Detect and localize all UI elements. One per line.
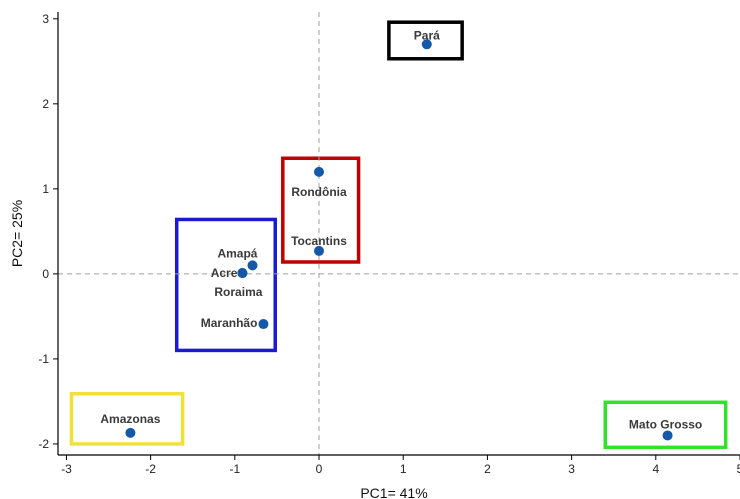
x-tick-label: 2 — [484, 462, 491, 476]
y-tick-label: 0 — [42, 267, 49, 281]
group-box — [603, 400, 728, 450]
x-tick-label: 1 — [400, 462, 407, 476]
group-box — [281, 156, 361, 264]
group-box — [387, 20, 464, 61]
data-point — [258, 319, 269, 330]
reference-lines — [58, 12, 740, 455]
point-label: Amazonas — [100, 412, 160, 426]
point-label: Mato Grosso — [629, 417, 702, 431]
data-point — [237, 268, 248, 279]
x-tick-label: 0 — [316, 462, 323, 476]
y-tick-label: -2 — [38, 437, 49, 451]
y-axis-title: PC2= 25% — [9, 200, 25, 267]
point-label: Pará — [414, 28, 440, 42]
y-tick-label: 2 — [42, 97, 49, 111]
y-tick-label: 1 — [42, 182, 49, 196]
group-box — [69, 392, 185, 446]
data-point — [421, 39, 432, 50]
data-point — [314, 245, 325, 256]
data-point — [125, 427, 136, 438]
point-label: Acre — [211, 266, 238, 280]
data-point — [247, 260, 258, 271]
data-point — [314, 166, 325, 177]
point-labels: Pará Rondônia Tocantins Amapá Acre Roraima Mar… — [100, 28, 702, 431]
x-axis-title: PC1= 41% — [360, 485, 427, 499]
y-tick-label: 3 — [42, 12, 49, 26]
point-label: Tocantins — [291, 234, 347, 248]
point-label: Maranhão — [201, 316, 258, 330]
point-label: Roraima — [214, 285, 262, 299]
x-tick-label: 3 — [568, 462, 575, 476]
y-tick-label: -1 — [38, 352, 49, 366]
x-tick-label: 4 — [652, 462, 659, 476]
x-tick-label: -1 — [229, 462, 240, 476]
x-tick-label: -2 — [145, 462, 156, 476]
x-tick-label: 5 — [737, 462, 740, 476]
x-tick-label: -3 — [61, 462, 72, 476]
axes: -3 -2 -1 0 1 2 3 4 5 -2 -1 0 1 2 3 — [38, 12, 740, 476]
group-box — [174, 217, 277, 353]
data-points — [125, 39, 673, 441]
data-point — [662, 430, 673, 441]
group-boxes — [69, 20, 728, 450]
point-label: Amapá — [217, 246, 257, 260]
point-label: Rondônia — [291, 185, 347, 199]
